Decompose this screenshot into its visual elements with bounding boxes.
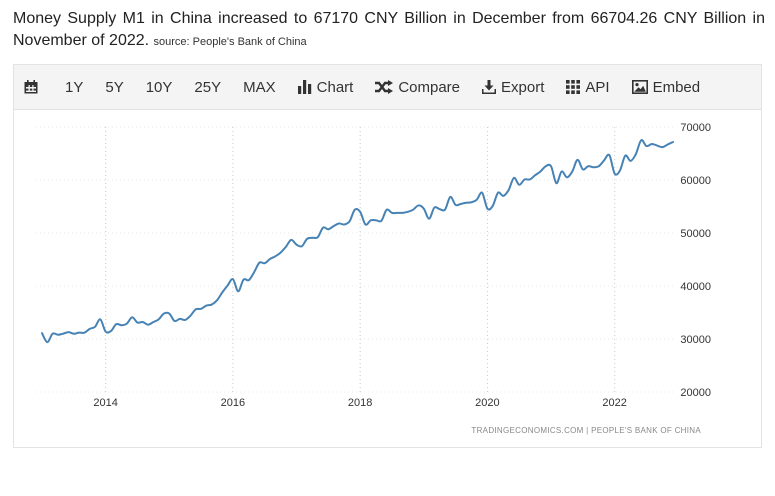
x-tick-label: 2018 xyxy=(348,397,372,409)
headline-text: Money Supply M1 in China increased to 67… xyxy=(13,10,765,49)
download-icon xyxy=(482,80,497,94)
x-axis: 2014 2016 2018 2020 2022 xyxy=(93,397,627,409)
embed-label: Embed xyxy=(652,78,701,96)
export-button[interactable]: Export xyxy=(482,65,544,109)
export-label: Export xyxy=(501,78,545,96)
chart-toolbar: 1Y 5Y 10Y 25Y MAX Chart xyxy=(14,65,761,110)
grid-icon xyxy=(566,80,581,94)
calendar-button[interactable] xyxy=(24,65,43,109)
x-tick-label: 2022 xyxy=(602,397,626,409)
range-10y-label: 10Y xyxy=(145,78,173,96)
y-tick-label: 70000 xyxy=(680,122,711,134)
compare-button[interactable]: Compare xyxy=(375,65,460,109)
bar-chart-icon xyxy=(297,80,311,94)
range-1y-button[interactable]: 1Y xyxy=(65,65,83,109)
y-axis: 20000 30000 40000 50000 60000 70000 xyxy=(680,122,711,399)
y-tick-label: 50000 xyxy=(680,228,711,240)
chart-button[interactable]: Chart xyxy=(297,65,354,109)
calendar-icon xyxy=(24,80,38,94)
grid-layer xyxy=(36,126,674,393)
x-tick-label: 2020 xyxy=(475,397,499,409)
y-tick-label: 60000 xyxy=(680,175,711,187)
api-label: API xyxy=(585,78,610,96)
compare-label: Compare xyxy=(398,78,461,96)
headline-source: source: People's Bank of China xyxy=(153,36,307,48)
range-25y-label: 25Y xyxy=(194,78,222,96)
shuffle-icon xyxy=(375,80,394,94)
range-max-label: MAX xyxy=(243,78,276,96)
range-5y-button[interactable]: 5Y xyxy=(105,65,123,109)
chart-label: Chart xyxy=(316,78,354,96)
image-icon xyxy=(631,80,648,94)
x-tick-label: 2016 xyxy=(221,397,245,409)
api-button[interactable]: API xyxy=(566,65,610,109)
y-tick-label: 20000 xyxy=(680,387,711,399)
range-10y-button[interactable]: 10Y xyxy=(146,65,173,109)
series-line xyxy=(41,139,674,344)
y-tick-label: 30000 xyxy=(680,334,711,346)
embed-button[interactable]: Embed xyxy=(631,65,701,109)
y-tick-label: 40000 xyxy=(680,281,711,293)
headline: Money Supply M1 in China increased to 67… xyxy=(13,8,765,53)
credit-text: TRADINGECONOMICS.COM | PEOPLE'S BANK OF … xyxy=(471,426,701,435)
x-tick-label: 2014 xyxy=(93,397,117,409)
range-25y-button[interactable]: 25Y xyxy=(194,65,221,109)
chart-panel: 1Y 5Y 10Y 25Y MAX Chart xyxy=(13,64,762,448)
range-1y-label: 1Y xyxy=(65,78,84,96)
range-5y-label: 5Y xyxy=(105,78,124,96)
range-max-button[interactable]: MAX xyxy=(243,65,276,109)
